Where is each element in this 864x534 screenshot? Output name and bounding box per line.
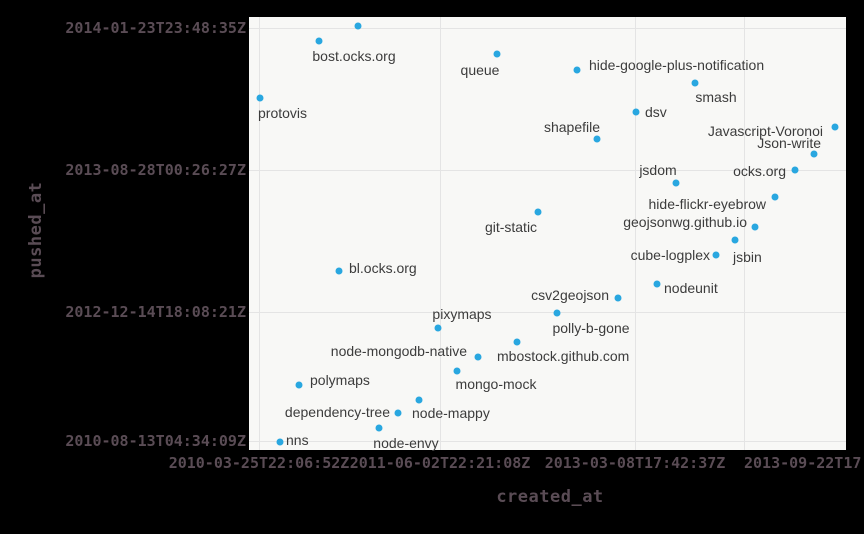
gridline-horizontal — [249, 28, 846, 29]
y-tick-label: 2010-08-13T04:34:09Z — [65, 432, 246, 450]
gridline-horizontal — [249, 170, 846, 171]
gridline-vertical — [744, 17, 745, 450]
gridline-horizontal — [249, 312, 846, 313]
plot-area — [249, 17, 846, 450]
point-label: node-envy — [373, 435, 439, 451]
point-label: protovis — [258, 105, 308, 121]
data-point — [712, 251, 720, 259]
point-label: jsdom — [639, 162, 677, 178]
point-label: bost.ocks.org — [312, 48, 396, 64]
x-tick-label: 2013-03-08T17:42:37Z — [544, 454, 726, 472]
point-label: smash — [695, 89, 737, 105]
gridline-vertical — [635, 17, 636, 450]
point-label: cube-logplex — [630, 247, 710, 263]
point-label: nns — [286, 432, 309, 448]
data-point — [493, 50, 501, 58]
data-point — [731, 236, 739, 244]
point-label: Json-write — [757, 135, 821, 151]
data-point — [415, 396, 423, 404]
data-point — [653, 280, 661, 288]
gridline-vertical — [440, 17, 441, 450]
point-label: Javascript-Voronoi — [707, 123, 823, 139]
data-point — [434, 324, 442, 332]
point-label: queue — [460, 62, 500, 78]
y-tick-label: 2013-08-28T00:26:27Z — [65, 161, 246, 179]
data-point — [335, 267, 343, 275]
point-label: polymaps — [310, 372, 370, 388]
y-tick-label: 2012-12-14T18:08:21Z — [65, 303, 246, 321]
data-point — [672, 179, 680, 187]
data-point — [276, 438, 284, 446]
point-label: nodeunit — [664, 280, 718, 296]
data-point — [315, 37, 323, 45]
x-tick-label: 2013-09-22T17 — [744, 454, 862, 472]
data-point — [593, 135, 601, 143]
data-point — [375, 424, 383, 432]
point-label: mongo-mock — [455, 376, 537, 392]
data-point — [354, 22, 362, 30]
gridline-vertical — [259, 17, 260, 450]
point-label: shapefile — [543, 119, 601, 135]
y-axis-title: pushed_at — [26, 181, 46, 279]
point-label: dependency-tree — [284, 404, 390, 420]
point-label: dsv — [645, 104, 667, 120]
data-point — [453, 367, 461, 375]
y-tick-label: 2014-01-23T23:48:35Z — [65, 19, 246, 37]
point-label: pixymaps — [432, 306, 492, 322]
data-point — [751, 223, 759, 231]
data-point — [614, 294, 622, 302]
data-point — [573, 66, 581, 74]
point-label: bl.ocks.org — [349, 260, 417, 276]
data-point — [632, 108, 640, 116]
data-point — [553, 309, 561, 317]
point-label: ocks.org — [733, 163, 786, 179]
data-point — [513, 338, 521, 346]
data-point — [771, 193, 779, 201]
point-label: git-static — [484, 219, 538, 235]
data-point — [691, 79, 699, 87]
point-label: jsbin — [733, 249, 762, 265]
point-label: mbostock.github.com — [497, 348, 630, 364]
x-tick-label: 2011-06-02T22:21:08Z — [349, 454, 531, 472]
data-point — [791, 166, 799, 174]
point-label: polly-b-gone — [552, 320, 630, 336]
x-axis-title: created_at — [496, 487, 604, 507]
data-point — [256, 94, 264, 102]
data-point — [295, 381, 303, 389]
data-point — [474, 353, 482, 361]
data-point — [810, 150, 818, 158]
x-tick-label: 2010-03-25T22:06:52Z — [168, 454, 350, 472]
point-label: node-mongodb-native — [330, 343, 467, 359]
data-point — [831, 123, 839, 131]
data-point — [534, 208, 542, 216]
data-point — [394, 409, 402, 417]
gridline-horizontal — [249, 441, 846, 442]
point-label: hide-google-plus-notification — [589, 57, 765, 73]
point-label: geojsonwg.github.io — [623, 214, 747, 230]
point-label: csv2geojson — [531, 287, 609, 303]
point-label: node-mappy — [412, 405, 490, 421]
point-label: hide-flickr-eyebrow — [648, 196, 766, 212]
